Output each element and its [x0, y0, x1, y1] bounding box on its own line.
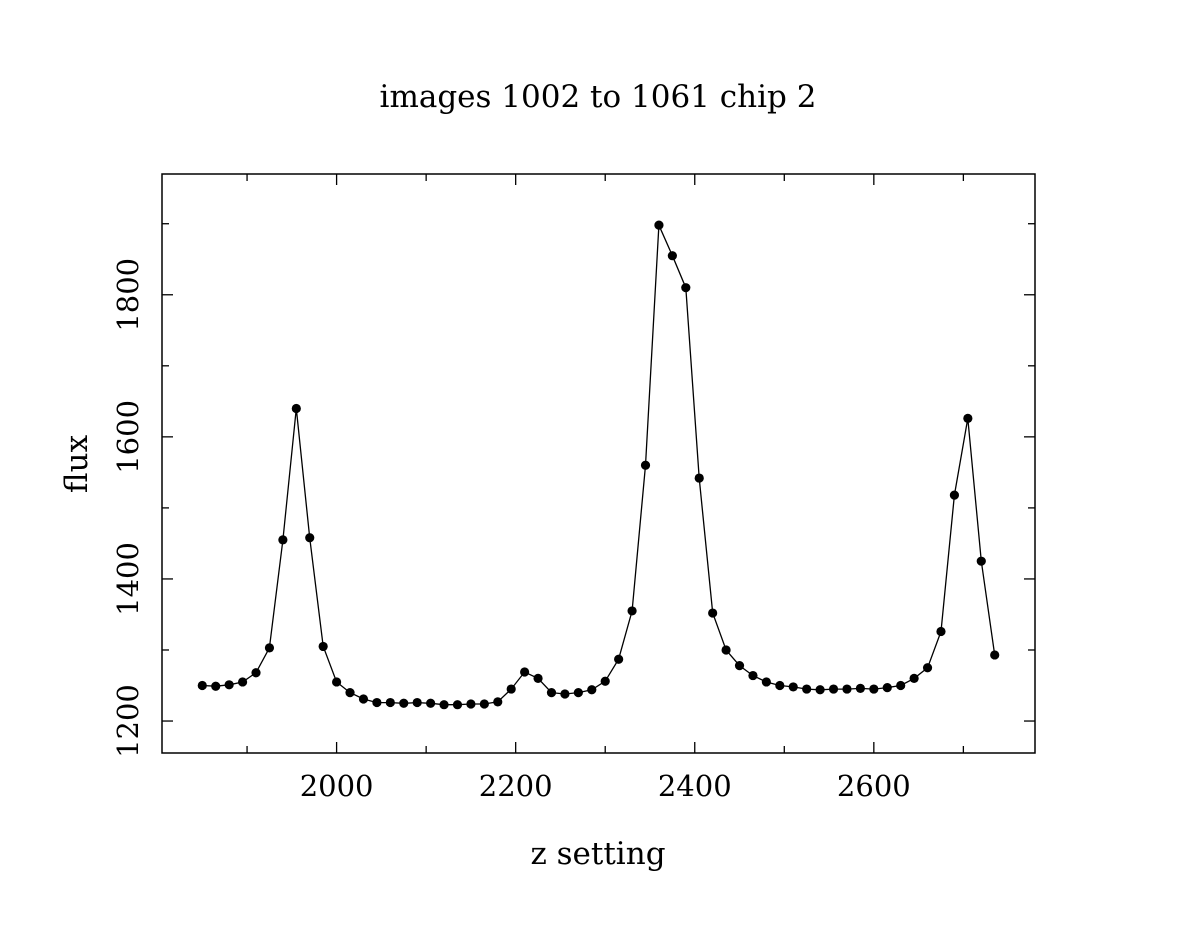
data-point [855, 683, 866, 693]
data-point [694, 473, 704, 483]
data-point [237, 677, 248, 687]
axis-tick-labels: 2000 2200 2400 2600 1200 1400 1600 1800 [111, 258, 911, 803]
data-point [627, 606, 637, 616]
data-point [896, 680, 906, 691]
plot-frame [161, 173, 1036, 754]
data-point [546, 688, 557, 698]
data-point [963, 413, 973, 423]
data-point [614, 654, 624, 664]
data-point [197, 680, 207, 691]
data-point [721, 645, 731, 655]
axis-ticks [162, 174, 1035, 753]
data-point [264, 643, 275, 653]
data-point [412, 697, 422, 708]
data-point [560, 689, 570, 699]
data-point [251, 668, 261, 678]
data-point [358, 694, 369, 704]
data-point [654, 220, 664, 230]
data-point [775, 680, 785, 691]
data-point [345, 688, 355, 698]
data-point [802, 684, 812, 694]
y-tick-label: 1200 [111, 684, 145, 758]
data-point [788, 682, 798, 692]
data-point [922, 663, 933, 673]
data-point [640, 460, 651, 470]
data-point [372, 697, 382, 708]
data-point [681, 283, 691, 293]
data-point [734, 661, 745, 671]
data-point [949, 490, 960, 500]
data-point [842, 684, 852, 694]
data-point [828, 684, 839, 694]
data-point [506, 684, 516, 694]
data-point [869, 684, 879, 694]
data-point [439, 700, 449, 710]
data-point [278, 535, 288, 545]
data-point [990, 650, 1000, 660]
x-tick-label: 2600 [837, 769, 911, 803]
data-point [493, 697, 503, 707]
data-point [520, 667, 530, 677]
data-point [936, 626, 946, 637]
data-point [587, 685, 597, 695]
data-point [466, 699, 476, 709]
data-point [708, 608, 718, 618]
data-point [305, 533, 315, 543]
data-point [573, 688, 583, 698]
y-tick-label: 1800 [111, 258, 145, 332]
x-tick-label: 2000 [300, 769, 374, 803]
data-point [882, 683, 892, 693]
data-point [318, 641, 328, 652]
data-point [479, 699, 489, 709]
x-tick-label: 2200 [479, 769, 553, 803]
data-point [399, 698, 409, 708]
data-point [332, 677, 342, 687]
data-point [815, 685, 825, 695]
x-axis-label: z setting [530, 836, 665, 872]
data-point [291, 403, 301, 414]
y-tick-label: 1600 [111, 400, 145, 474]
data-point [385, 697, 395, 708]
data-point [667, 251, 677, 261]
data-point [452, 700, 463, 710]
data-point [224, 680, 234, 690]
data-point [533, 673, 543, 684]
series-line [202, 224, 996, 706]
data-point [761, 677, 771, 687]
data-point [909, 673, 919, 684]
chart-title: images 1002 to 1061 chip 2 [380, 79, 817, 115]
data-point [426, 698, 436, 708]
x-tick-label: 2400 [658, 769, 732, 803]
y-tick-label: 1400 [111, 542, 145, 616]
data-point [748, 670, 758, 681]
data-point [211, 681, 221, 691]
data-point [976, 556, 986, 566]
data-point [600, 676, 610, 686]
y-axis-label: flux [59, 434, 95, 493]
data-points [197, 220, 1000, 710]
